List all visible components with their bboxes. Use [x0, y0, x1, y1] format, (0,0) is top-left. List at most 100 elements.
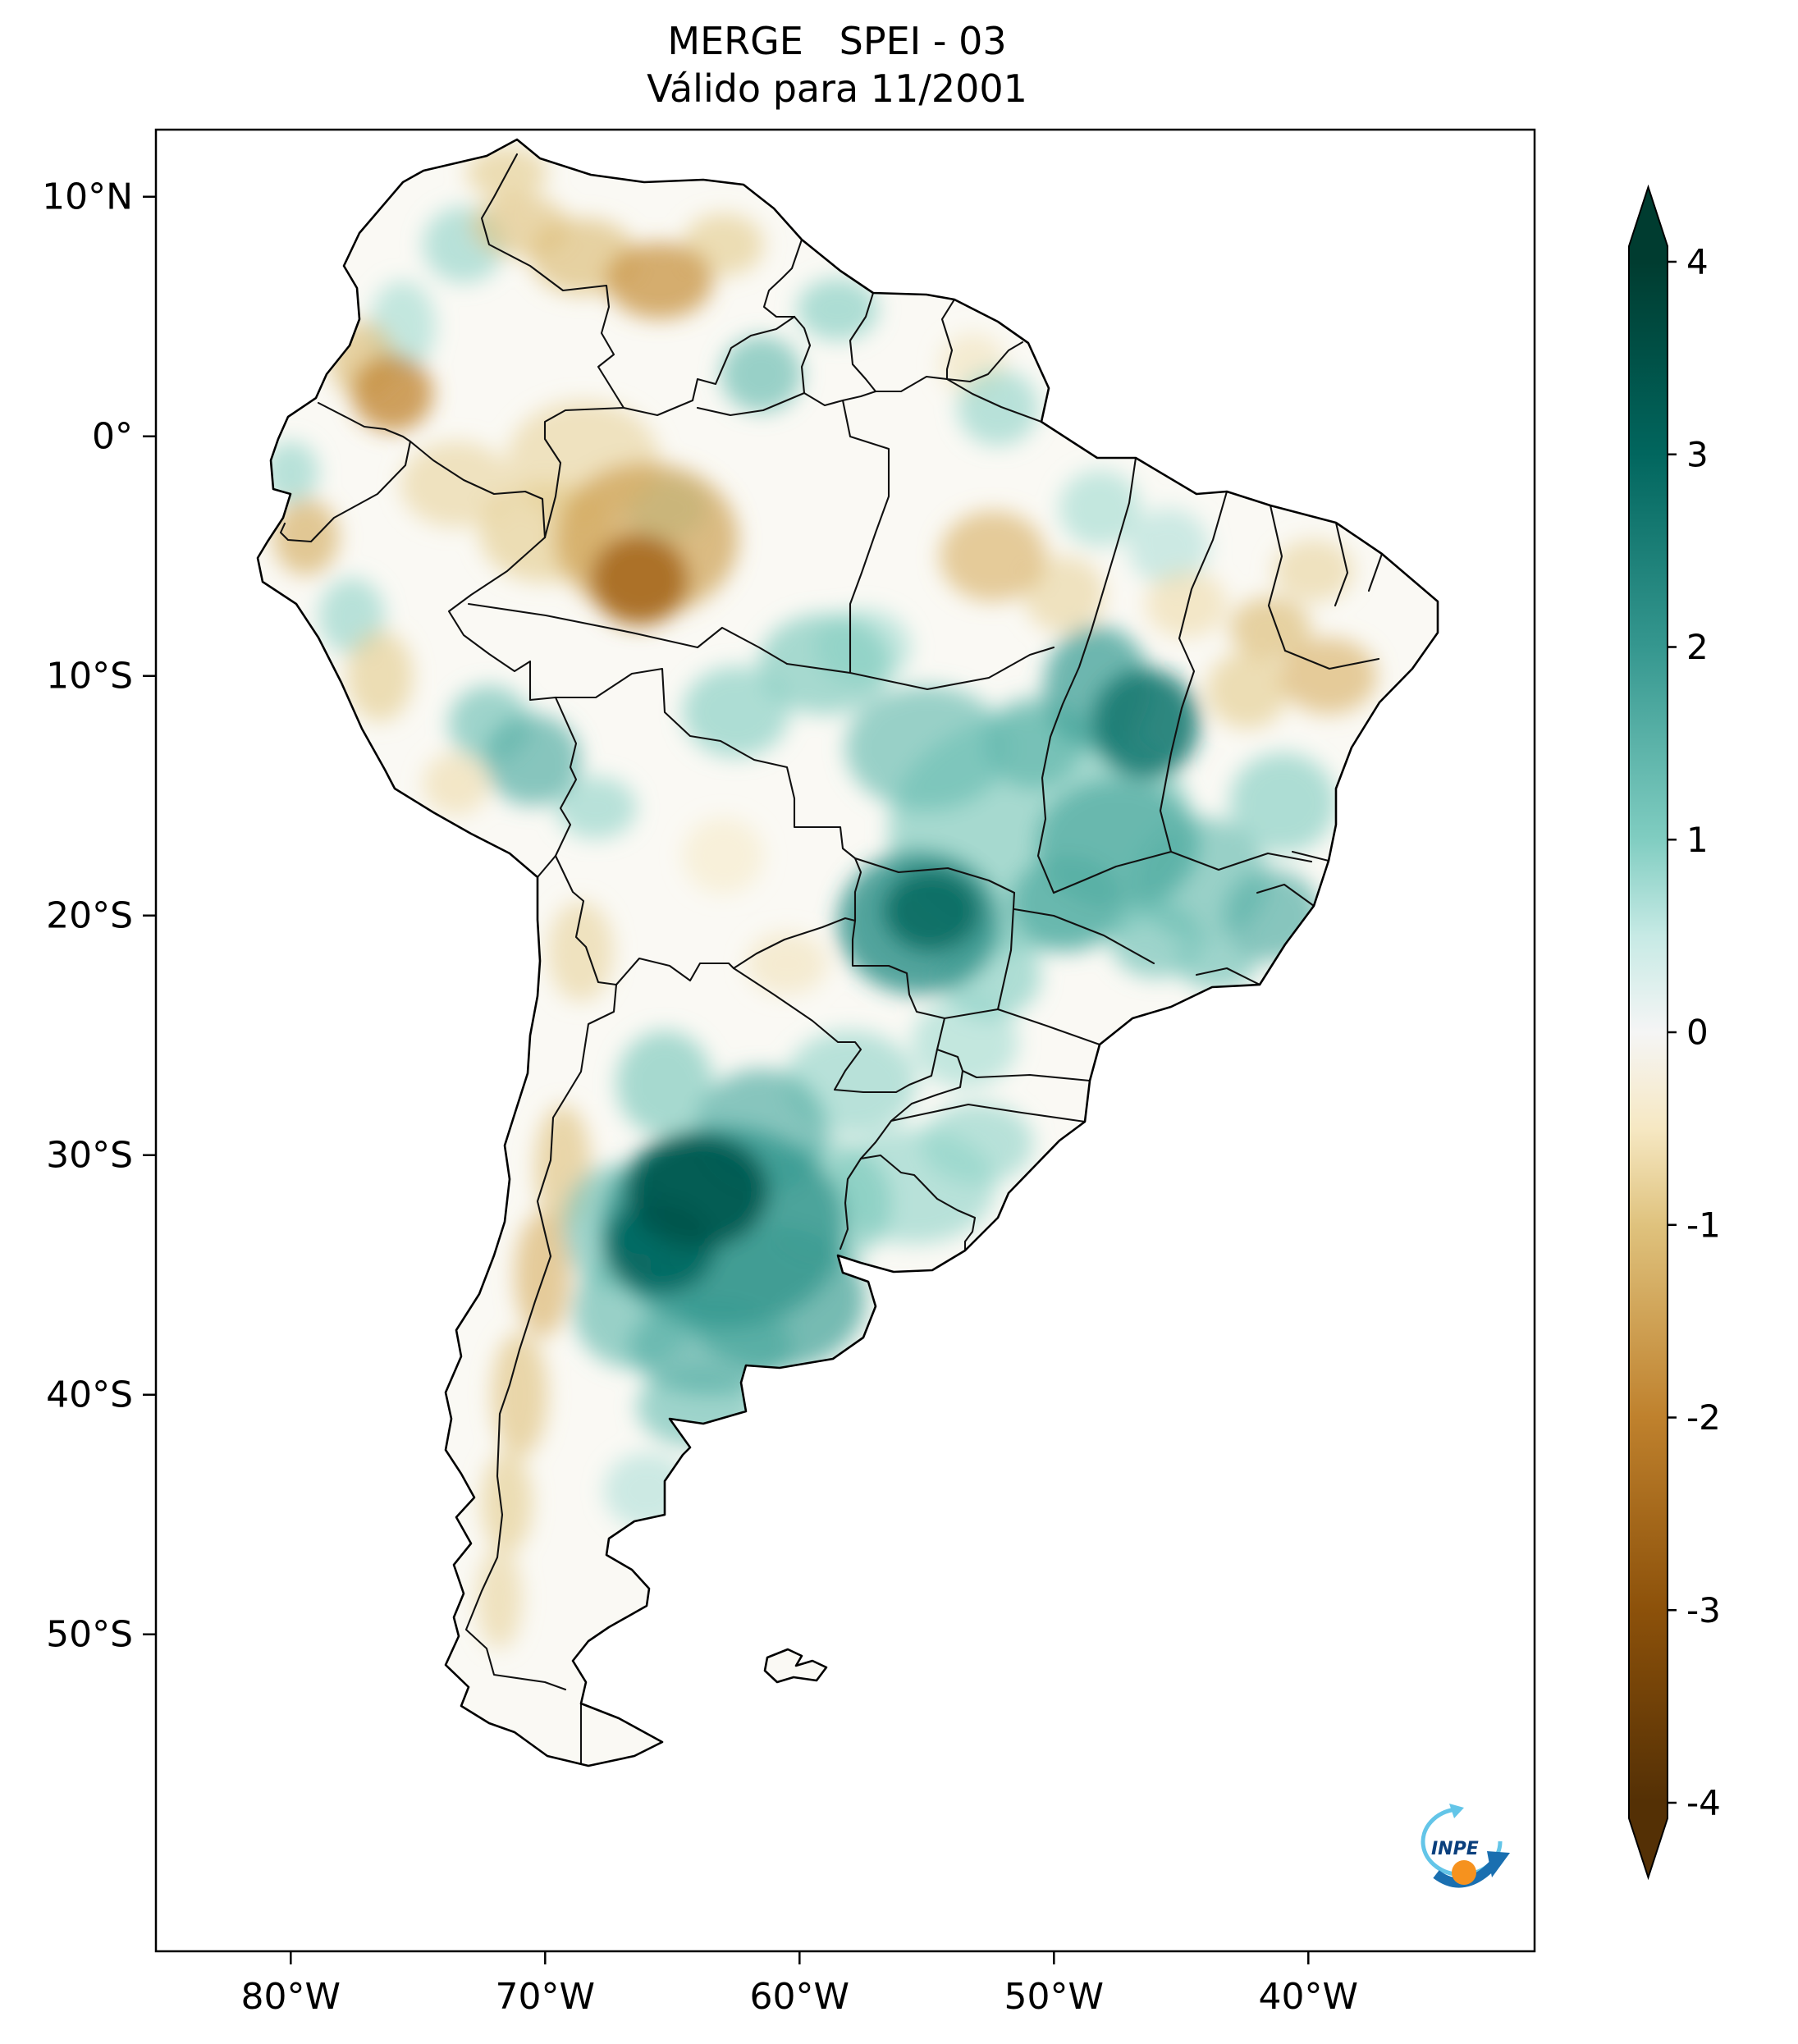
- spei-anomaly-blob: [845, 685, 1009, 811]
- border-guiana-brazil: [945, 341, 1024, 383]
- border-uruguay-brazil: [859, 1154, 977, 1252]
- border-colombia-venezuela: [480, 153, 625, 409]
- border-argentina-chile: [464, 983, 618, 1691]
- inpe-logo: INPE: [1421, 1804, 1510, 1888]
- logo-text: INPE: [1431, 1839, 1479, 1859]
- colorbar: 4 3 2 1 0 -1 -2 -3 -4: [1628, 184, 1721, 1881]
- state-border-mg-sp: [1013, 908, 1155, 965]
- spei-anomaly-blob: [626, 1133, 770, 1249]
- state-border-ms-mt: [853, 857, 1016, 894]
- spei-anomaly-blob: [1010, 855, 1123, 952]
- spei-anomaly-blob: [476, 1548, 523, 1649]
- spei-anomaly-blob: [721, 336, 803, 413]
- spei-anomaly-blob: [555, 776, 637, 839]
- border-paraguay-argentina: [732, 967, 939, 1094]
- spei-anomaly-blob: [682, 817, 764, 894]
- x-tick-label: 60°W: [750, 1976, 850, 2018]
- state-border-rr-am: [696, 391, 806, 417]
- y-tick-label: 10°S: [46, 655, 133, 697]
- border-argentina-uruguay: [839, 1157, 862, 1251]
- spei-anomaly-blob: [423, 752, 490, 816]
- spei-anomaly-blob: [1229, 752, 1337, 853]
- state-border-to-west: [1036, 588, 1105, 894]
- spei-anomaly-blob: [939, 510, 1046, 602]
- y-tick-label: 50°S: [46, 1613, 133, 1655]
- spei-anomaly-blob: [263, 441, 319, 504]
- spei-anomaly-blob: [758, 613, 891, 715]
- logo-swirl-arrowhead-icon: [1449, 1804, 1464, 1818]
- state-border-pe-ba: [1283, 649, 1380, 670]
- border-argentina-brazil: [859, 1048, 964, 1160]
- x-tick-label: 50°W: [1004, 1976, 1105, 2018]
- state-border-ac-am-ro: [467, 602, 789, 665]
- spei-anomaly-blob: [400, 441, 512, 528]
- y-tick-label: 10°N: [42, 176, 133, 217]
- state-border-ap-pa: [945, 377, 1043, 423]
- colorbar-tick-label: -3: [1686, 1590, 1721, 1630]
- colorbar-tick-label: 1: [1686, 820, 1709, 860]
- spei-anomaly-blob: [346, 630, 414, 722]
- y-tick-label: 30°S: [46, 1134, 133, 1176]
- spei-anomaly-blob: [1145, 570, 1228, 638]
- state-border-ba-mg: [1169, 850, 1313, 871]
- logo-orange-dot-icon: [1452, 1860, 1476, 1885]
- x-tick-label: 70°W: [496, 1976, 596, 2018]
- border-venezuela-guyana: [762, 238, 803, 318]
- border-bolivia-brazil: [554, 667, 862, 922]
- colorbar-tick-label: -4: [1686, 1783, 1721, 1823]
- spei-anomaly-blob: [515, 1212, 571, 1338]
- spei-anomaly-blob: [1272, 539, 1355, 602]
- colorbar-tick-label: 2: [1686, 627, 1709, 667]
- colorbar-tick-label: 4: [1686, 242, 1709, 282]
- state-border-pb-pe: [1367, 552, 1384, 592]
- spei-anomaly-blob: [922, 1102, 1034, 1184]
- map-frame: [154, 128, 1536, 1953]
- spei-anomaly-blob: [481, 1452, 533, 1553]
- coastline-island: [763, 1648, 828, 1684]
- state-border-mt-north: [785, 646, 1055, 691]
- logo-arrowhead-icon: [1487, 1851, 1510, 1877]
- state-border-es-ba: [1291, 850, 1330, 862]
- spei-anomaly-blob: [492, 1332, 548, 1457]
- colorbar-tick-label: 3: [1686, 434, 1709, 474]
- border-colombia-peru: [409, 440, 547, 539]
- coastline: [256, 138, 1439, 1767]
- spei-anomaly-blob: [1023, 556, 1105, 633]
- border-bolivia-argentina: [615, 957, 735, 986]
- colorbar-outline: [1628, 184, 1668, 1881]
- spei-anomaly-blob: [1280, 638, 1377, 715]
- spei-anomaly-blob: [911, 997, 1018, 1088]
- border-peru-bolivia: [554, 696, 578, 857]
- border-bolivia-chile: [554, 854, 618, 986]
- border-colombia-ecuador: [317, 401, 412, 443]
- state-border-ce-rn: [1334, 521, 1349, 607]
- colorbar-ticks: 4 3 2 1 0 -1 -2 -3 -4: [1668, 242, 1721, 1823]
- spei-anomaly-blob: [351, 354, 433, 432]
- spei-anomaly-blob: [272, 498, 340, 576]
- spei-anomaly-blob: [957, 369, 1039, 446]
- colorbar-tick-label: -1: [1686, 1205, 1721, 1245]
- border-peru-brazil: [447, 536, 557, 702]
- spei-anomaly-blob: [682, 666, 789, 758]
- border-venezuela-brazil: [622, 315, 796, 417]
- state-border-go-mg: [1052, 850, 1173, 894]
- state-border-pi-ce: [1267, 504, 1287, 652]
- spei-anomaly-blob: [1176, 937, 1258, 990]
- border-ecuador-peru: [279, 440, 412, 543]
- border-bolivia-paraguay: [732, 917, 857, 970]
- state-border-ma-pi: [1159, 490, 1228, 853]
- spei-anomaly-blob: [547, 901, 614, 1002]
- spei-anomaly-blob: [1128, 508, 1210, 585]
- state-border-ms-sp: [996, 891, 1016, 1011]
- x-tick-label: 40°W: [1259, 1976, 1359, 2018]
- colorbar-gradient: [1629, 246, 1668, 1818]
- y-axis-ticks: 10°N 0° 10°S 20°S 30°S 40°S 50°S: [42, 176, 156, 1655]
- chart-title: MERGE SPEI - 03: [667, 19, 1006, 63]
- spei-anomaly-blob: [483, 714, 581, 806]
- spei-anomaly-blob: [616, 1031, 713, 1136]
- border-suriname-brazil: [874, 375, 949, 393]
- x-tick-label: 80°W: [241, 1976, 341, 2018]
- state-border-mg-es: [1256, 883, 1315, 908]
- coastline-mainland: [256, 138, 1439, 1767]
